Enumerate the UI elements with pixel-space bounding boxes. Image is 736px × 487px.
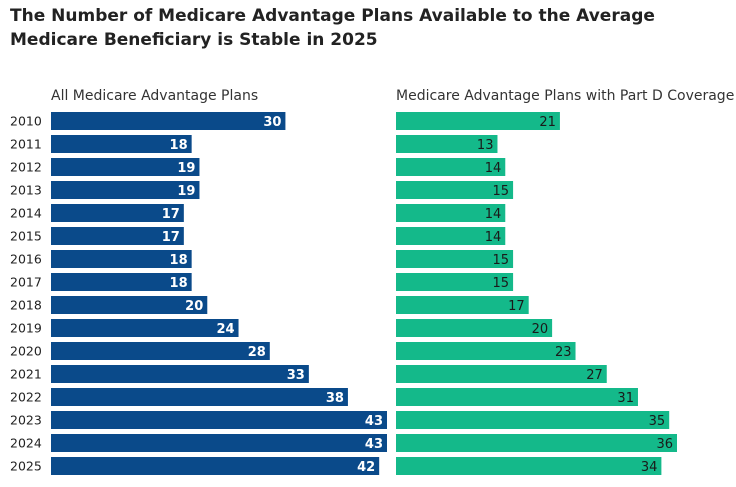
part-d-plans-bar bbox=[396, 112, 560, 130]
all-plans-value-label: 20 bbox=[185, 299, 203, 314]
all-plans-bar bbox=[51, 273, 192, 291]
part-d-plans-bar bbox=[396, 135, 498, 153]
year-label: 2019 bbox=[10, 321, 42, 336]
year-label: 2015 bbox=[10, 229, 42, 244]
all-plans-bar bbox=[51, 250, 192, 268]
part-d-plans-value-label: 35 bbox=[649, 414, 666, 429]
part-d-plans-bar bbox=[396, 250, 514, 268]
all-plans-value-label: 17 bbox=[162, 207, 180, 222]
part-d-plans-value-label: 36 bbox=[656, 437, 673, 452]
part-d-plans-value-label: 14 bbox=[485, 207, 502, 222]
part-d-plans-value-label: 15 bbox=[493, 276, 510, 291]
part-d-plans-value-label: 34 bbox=[641, 460, 658, 475]
year-label: 2025 bbox=[10, 459, 42, 474]
all-plans-bar bbox=[51, 457, 380, 475]
all-plans-value-label: 43 bbox=[365, 437, 383, 452]
all-plans-value-label: 24 bbox=[216, 322, 234, 337]
all-plans-value-label: 38 bbox=[326, 391, 344, 406]
all-plans-value-label: 43 bbox=[365, 414, 383, 429]
part-d-plans-value-label: 21 bbox=[539, 115, 556, 130]
year-label: 2010 bbox=[10, 114, 42, 129]
all-plans-value-label: 28 bbox=[248, 345, 266, 360]
part-d-plans-value-label: 15 bbox=[493, 184, 510, 199]
left-panel-title: All Medicare Advantage Plans bbox=[51, 88, 259, 104]
year-label: 2020 bbox=[10, 344, 42, 359]
all-plans-bar bbox=[51, 296, 208, 314]
all-plans-value-label: 17 bbox=[162, 230, 180, 245]
all-plans-value-label: 18 bbox=[170, 138, 188, 153]
part-d-plans-value-label: 23 bbox=[555, 345, 572, 360]
year-label: 2012 bbox=[10, 160, 42, 175]
all-plans-bar bbox=[51, 365, 309, 383]
part-d-plans-bar bbox=[396, 296, 529, 314]
all-plans-value-label: 18 bbox=[170, 276, 188, 291]
year-label: 2011 bbox=[10, 137, 42, 152]
part-d-plans-value-label: 31 bbox=[617, 391, 634, 406]
part-d-plans-value-label: 20 bbox=[532, 322, 549, 337]
part-d-plans-value-label: 14 bbox=[485, 161, 502, 176]
part-d-plans-bar bbox=[396, 388, 638, 406]
right-panel-title: Medicare Advantage Plans with Part D Cov… bbox=[396, 88, 735, 104]
part-d-plans-bar bbox=[396, 457, 662, 475]
all-plans-bar bbox=[51, 388, 348, 406]
part-d-plans-bar bbox=[396, 434, 677, 452]
chart-title: The Number of Medicare Advantage Plans A… bbox=[10, 6, 655, 50]
all-plans-bar bbox=[51, 434, 387, 452]
year-label: 2013 bbox=[10, 183, 42, 198]
all-plans-bar bbox=[51, 112, 286, 130]
year-label: 2017 bbox=[10, 275, 42, 290]
all-plans-value-label: 30 bbox=[263, 115, 281, 130]
all-plans-bar bbox=[51, 135, 192, 153]
all-plans-value-label: 18 bbox=[170, 253, 188, 268]
year-label: 2024 bbox=[10, 436, 42, 451]
all-plans-value-label: 42 bbox=[357, 460, 375, 475]
part-d-plans-bar bbox=[396, 227, 506, 245]
part-d-plans-bar bbox=[396, 342, 576, 360]
part-d-plans-bar bbox=[396, 204, 506, 222]
part-d-plans-bar bbox=[396, 411, 670, 429]
all-plans-bar bbox=[51, 342, 270, 360]
part-d-plans-value-label: 14 bbox=[485, 230, 502, 245]
all-plans-bar bbox=[51, 319, 239, 337]
year-label: 2014 bbox=[10, 206, 42, 221]
year-label: 2018 bbox=[10, 298, 42, 313]
year-label: 2021 bbox=[10, 367, 42, 382]
part-d-plans-value-label: 27 bbox=[586, 368, 603, 383]
year-label: 2016 bbox=[10, 252, 42, 267]
part-d-plans-bar bbox=[396, 365, 607, 383]
all-plans-bar bbox=[51, 204, 184, 222]
all-plans-value-label: 33 bbox=[287, 368, 305, 383]
part-d-plans-bar bbox=[396, 273, 514, 291]
all-plans-value-label: 19 bbox=[177, 161, 195, 176]
all-plans-bar bbox=[51, 411, 387, 429]
all-plans-bar bbox=[51, 181, 200, 199]
all-plans-bar bbox=[51, 158, 200, 176]
part-d-plans-bar bbox=[396, 158, 506, 176]
all-plans-value-label: 19 bbox=[177, 184, 195, 199]
part-d-plans-bar bbox=[396, 181, 514, 199]
all-plans-bar bbox=[51, 227, 184, 245]
part-d-plans-value-label: 15 bbox=[493, 253, 510, 268]
part-d-plans-value-label: 17 bbox=[508, 299, 525, 314]
year-label: 2023 bbox=[10, 413, 42, 428]
part-d-plans-bar bbox=[396, 319, 553, 337]
year-label: 2022 bbox=[10, 390, 42, 405]
part-d-plans-value-label: 13 bbox=[477, 138, 494, 153]
